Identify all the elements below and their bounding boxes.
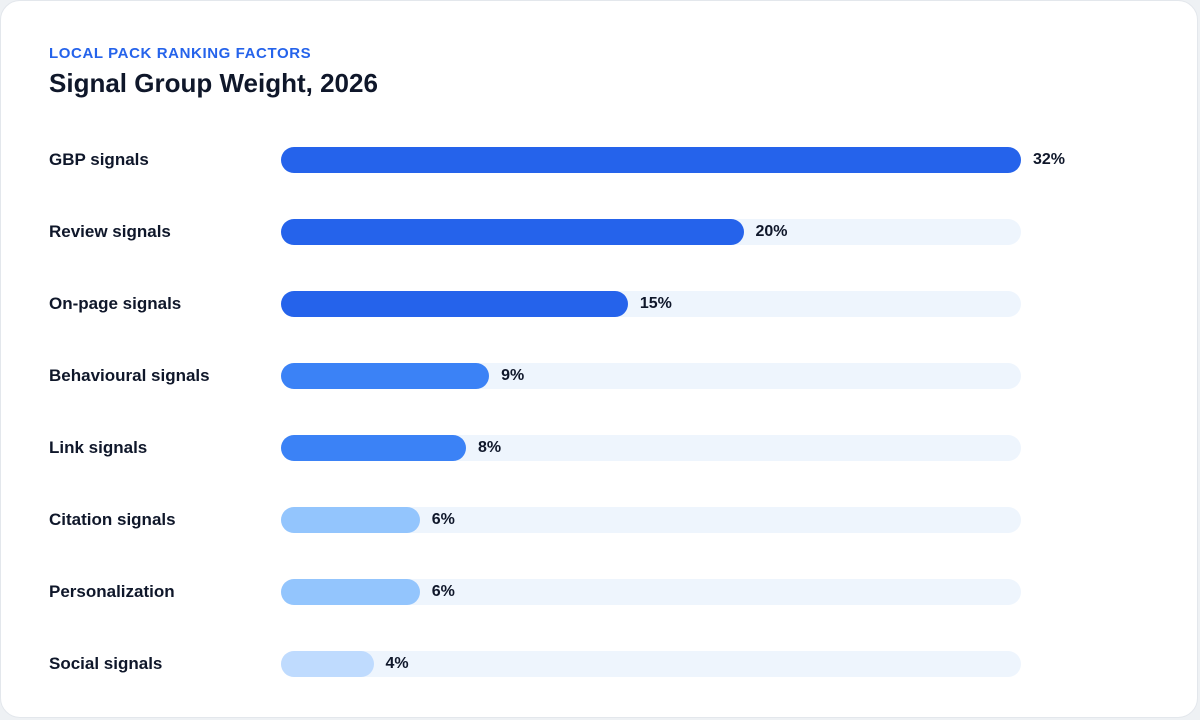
bar-on-page-signals — [281, 291, 628, 317]
bar-gbp-signals — [281, 147, 1021, 173]
value-label-citation-signals: 6% — [431, 511, 455, 528]
category-label-social-signals: Social signals — [49, 654, 163, 673]
bar-track-social-signals — [281, 651, 1021, 677]
value-label-personalization: 6% — [431, 583, 455, 600]
chart-eyebrow: LOCAL PACK RANKING FACTORS — [49, 45, 312, 62]
bar-behavioural-signals — [281, 363, 490, 389]
bar-review-signals — [281, 219, 744, 245]
category-label-link-signals: Link signals — [49, 438, 148, 457]
bar-social-signals — [281, 651, 374, 677]
category-label-citation-signals: Citation signals — [49, 510, 176, 529]
bar-link-signals — [281, 435, 466, 461]
category-label-personalization: Personalization — [49, 582, 175, 601]
value-label-social-signals: 4% — [385, 655, 409, 672]
value-label-behavioural-signals: 9% — [501, 367, 525, 384]
chart-title: Signal Group Weight, 2026 — [49, 68, 378, 98]
category-label-on-page-signals: On-page signals — [49, 294, 182, 313]
category-label-gbp-signals: GBP signals — [49, 150, 149, 169]
bar-personalization — [281, 579, 420, 605]
value-label-on-page-signals: 15% — [639, 295, 672, 312]
value-label-review-signals: 20% — [755, 223, 788, 240]
category-label-review-signals: Review signals — [49, 222, 171, 241]
category-label-behavioural-signals: Behavioural signals — [49, 366, 210, 385]
bar-citation-signals — [281, 507, 420, 533]
value-label-gbp-signals: 32% — [1033, 151, 1066, 168]
value-label-link-signals: 8% — [478, 439, 502, 456]
